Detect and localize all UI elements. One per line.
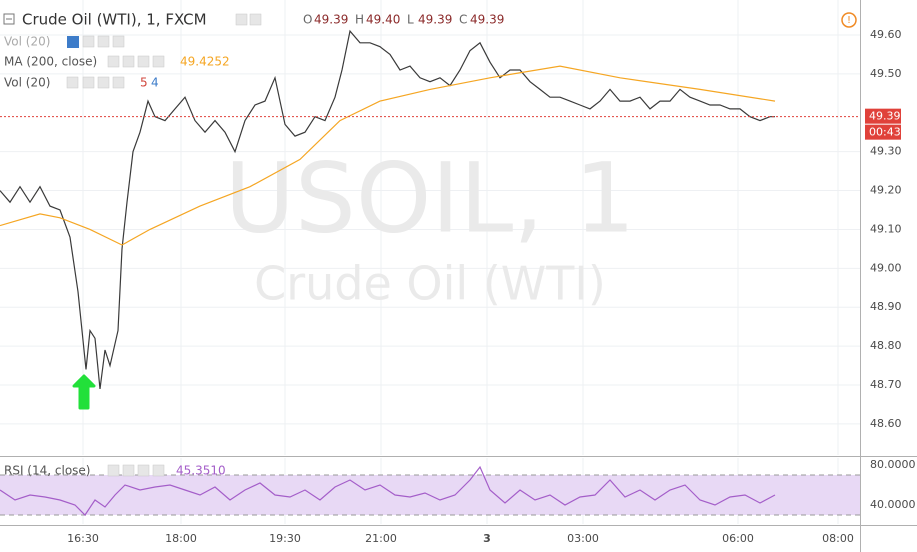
alert-mark: ! xyxy=(847,15,851,26)
ohlc-value: 49.39 xyxy=(314,13,348,27)
ohlc-key: H xyxy=(355,13,364,27)
ohlc-key: O xyxy=(303,13,312,27)
x-tick-label: 18:00 xyxy=(165,532,197,545)
settings-icon[interactable] xyxy=(122,464,135,477)
buy-arrow xyxy=(72,374,96,410)
indicator-label: Vol (20) xyxy=(4,76,50,90)
y-tick-label: 49.30 xyxy=(870,145,902,158)
add-icon[interactable] xyxy=(97,35,110,48)
y-tick-label: 80.0000 xyxy=(870,458,916,471)
y-tick-label: 48.70 xyxy=(870,378,902,391)
close-icon[interactable] xyxy=(112,35,125,48)
settings-icon[interactable] xyxy=(82,76,95,89)
close-icon[interactable] xyxy=(152,55,165,68)
volume-value: 5 xyxy=(140,76,148,90)
y-tick-label: 48.80 xyxy=(870,339,902,352)
ohlc-key: C xyxy=(459,13,467,27)
y-tick-label: 49.20 xyxy=(870,184,902,197)
y-tick-label: 40.0000 xyxy=(870,498,916,511)
settings-icon[interactable] xyxy=(249,13,262,26)
countdown-label: 00:43 xyxy=(869,126,901,139)
watermark: USOIL, 1 xyxy=(225,142,636,254)
close-icon[interactable] xyxy=(152,464,165,477)
ohlc-value: 49.39 xyxy=(418,13,452,27)
y-tick-label: 49.50 xyxy=(870,67,902,80)
alert-icon[interactable] xyxy=(841,12,857,28)
ma-legend: MA (200, close) xyxy=(4,55,97,69)
rsi-value: 45.3510 xyxy=(176,464,226,478)
eye-icon[interactable] xyxy=(67,36,79,48)
rsi-legend: RSI (14, close) xyxy=(4,464,90,478)
x-tick-label: 03:00 xyxy=(567,532,599,545)
y-tick-label: 49.00 xyxy=(870,261,902,274)
eye-icon[interactable] xyxy=(235,13,248,26)
y-tick-label: 49.10 xyxy=(870,222,902,235)
indicator-label: Vol (20) xyxy=(4,35,50,49)
eye-icon[interactable] xyxy=(107,55,120,68)
add-icon[interactable] xyxy=(97,76,110,89)
x-tick-label: 08:00 xyxy=(822,532,854,545)
settings-icon[interactable] xyxy=(82,35,95,48)
current-price-tag xyxy=(865,108,901,124)
x-tick-label: 3 xyxy=(483,532,491,545)
x-tick-label: 16:30 xyxy=(67,532,99,545)
symbol-title: Crude Oil (WTI), 1, FXCM xyxy=(22,11,207,29)
close-icon[interactable] xyxy=(112,76,125,89)
settings-icon[interactable] xyxy=(122,55,135,68)
current-price-label: 49.39 xyxy=(869,110,901,123)
y-tick-label: 48.90 xyxy=(870,300,902,313)
x-tick-label: 19:30 xyxy=(269,532,301,545)
collapse-icon[interactable] xyxy=(3,13,15,25)
x-tick-label: 06:00 xyxy=(722,532,754,545)
countdown-tag xyxy=(865,124,901,140)
ohlc-key: L xyxy=(407,13,414,27)
eye-icon[interactable] xyxy=(66,76,79,89)
eye-icon[interactable] xyxy=(107,464,120,477)
series-line xyxy=(0,65,776,246)
ma-value: 49.4252 xyxy=(180,55,230,69)
series-line xyxy=(0,465,776,516)
add-icon[interactable] xyxy=(137,55,150,68)
ohlc-value: 49.40 xyxy=(366,13,400,27)
watermark: Crude Oil (WTI) xyxy=(254,257,606,311)
volume-value: 4 xyxy=(151,76,159,90)
x-tick-label: 21:00 xyxy=(365,532,397,545)
series-line xyxy=(0,29,775,389)
ohlc-value: 49.39 xyxy=(470,13,504,27)
add-icon[interactable] xyxy=(137,464,150,477)
y-tick-label: 49.60 xyxy=(870,28,902,41)
y-tick-label: 48.60 xyxy=(870,417,902,430)
